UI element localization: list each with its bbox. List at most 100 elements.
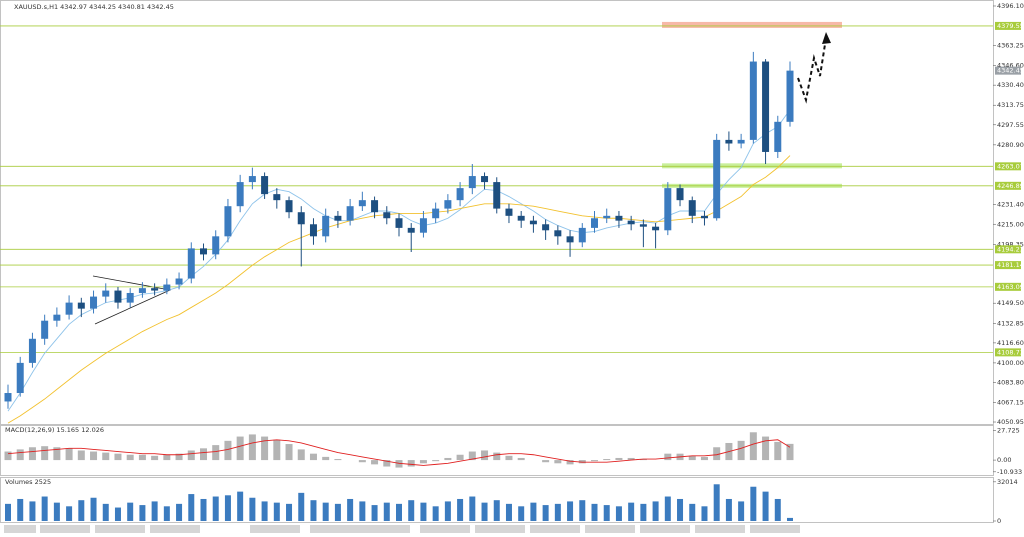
macd-bar (224, 440, 232, 461)
candle-body (41, 320, 49, 339)
candle-body (407, 227, 415, 233)
macd-bar (688, 455, 696, 461)
macd-bar (309, 453, 317, 461)
candle-body (383, 212, 391, 219)
time-label-box (4, 525, 36, 533)
macd-bar (114, 453, 122, 461)
macd-bar (187, 450, 195, 461)
volume-bar (334, 503, 341, 521)
volume-bar (371, 505, 378, 521)
macd-bar (603, 459, 611, 461)
candle-body (749, 61, 757, 140)
candle-body (138, 288, 146, 293)
level-label: 4263.07 (997, 162, 1024, 170)
candle-body (273, 194, 281, 201)
macd-bar (407, 460, 415, 467)
macd-bar (713, 447, 721, 461)
level-label: 4379.55 (997, 22, 1024, 30)
macd-bar (591, 460, 598, 462)
candle-body (456, 188, 464, 201)
candle-body (627, 220, 635, 225)
macd-bar (371, 460, 379, 465)
macd-bar (419, 460, 427, 464)
main-panel (0, 0, 994, 425)
macd-bar (432, 460, 440, 462)
volume-bar (677, 498, 684, 521)
candle-body (334, 215, 342, 221)
y-tick-label: 4050.95 (997, 418, 1024, 426)
candle-body (737, 139, 745, 144)
time-label-box (530, 525, 580, 533)
volume-bar (41, 496, 48, 521)
macd-bar (28, 447, 36, 461)
volume-bar (66, 506, 73, 521)
volume-bar (530, 502, 537, 521)
macd-bar (627, 457, 635, 461)
y-tick-label: 32014 (997, 478, 1018, 486)
volume-bar (664, 496, 671, 521)
y-tick-label: 4231.40 (997, 201, 1024, 209)
candle-body (371, 200, 379, 213)
level-label-bg (995, 245, 1021, 254)
candle-body (322, 215, 330, 237)
candle-body (224, 206, 232, 237)
candle-body (566, 236, 574, 243)
y-tick-label: 4330.40 (997, 81, 1024, 89)
macd-signal (7, 439, 791, 466)
candle-body (664, 188, 672, 231)
macd-panel (0, 425, 994, 476)
volume-bar (17, 498, 24, 521)
macd-bar (444, 457, 452, 461)
volume-bar (224, 495, 231, 521)
volume-panel (0, 477, 994, 523)
candle-body (578, 227, 586, 243)
macd-bar (505, 455, 513, 461)
candle-body (774, 121, 782, 152)
macd-bar (212, 445, 220, 461)
macd-bar (517, 457, 525, 461)
candle-body (261, 176, 269, 195)
volume-bar (701, 506, 708, 521)
candle-body (591, 218, 598, 228)
candle-body (493, 182, 501, 209)
candle-body (688, 200, 696, 216)
candle-body (187, 248, 195, 279)
y-tick-label: 4346.60 (997, 62, 1024, 70)
macd-bar (566, 460, 574, 465)
candle-body (762, 61, 770, 152)
volume-bar (176, 503, 183, 521)
macd-bar (200, 448, 207, 461)
time-label-box (640, 525, 690, 533)
time-label-box (95, 525, 145, 533)
volume-bar (603, 505, 610, 521)
macd-bar (65, 448, 73, 461)
candle-body (676, 188, 684, 201)
volume-bar (689, 503, 696, 521)
y-tick-label: 27.725 (997, 426, 1020, 434)
macd-bar (749, 432, 757, 461)
volume-bar (591, 503, 598, 521)
y-tick-label: 4215.00 (997, 220, 1024, 228)
candle-body (90, 296, 98, 309)
volume-bar (102, 503, 109, 521)
volume-bar (787, 517, 793, 521)
macd-bar (102, 452, 110, 461)
y-tick-label: 4116.60 (997, 339, 1024, 347)
macd-bar (322, 456, 330, 461)
candle-body (151, 288, 159, 291)
candle-body (16, 362, 24, 394)
volume-bar (5, 503, 11, 521)
candle-body (102, 290, 110, 297)
time-label-box (310, 525, 360, 533)
macd-bar (41, 446, 49, 461)
level-label-bg (995, 282, 1021, 291)
level-label-bg (995, 21, 1021, 30)
candle-body (175, 278, 183, 285)
time-label-box (360, 525, 410, 533)
candle-body (639, 224, 647, 227)
level-label: 4108.73 (997, 348, 1024, 356)
candle-body (432, 208, 440, 219)
candle-body (713, 139, 721, 219)
candle-body (53, 314, 61, 321)
